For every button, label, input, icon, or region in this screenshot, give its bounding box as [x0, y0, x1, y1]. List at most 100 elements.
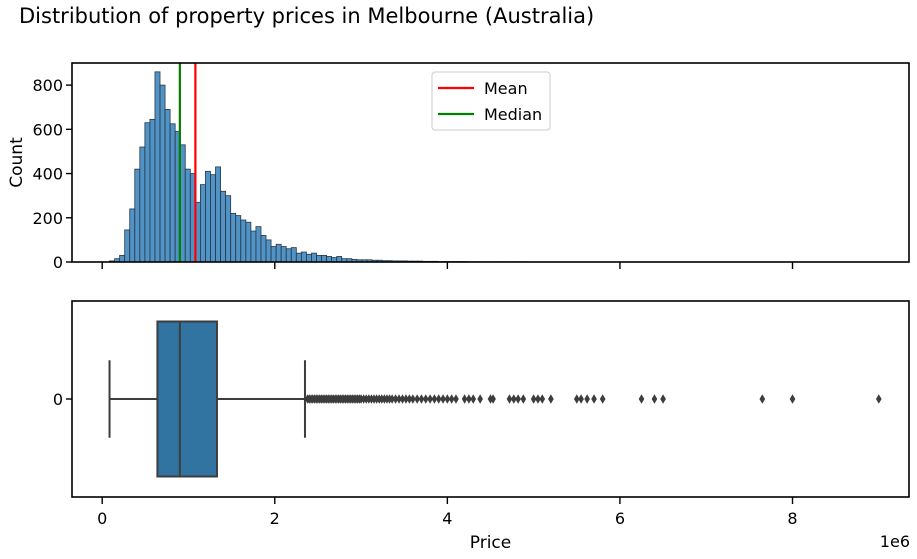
histogram-bar	[265, 239, 272, 263]
outlier-point	[453, 394, 459, 404]
y-tick-label: 600	[32, 120, 63, 139]
x-tick-label: 8	[787, 509, 797, 528]
histogram-bar	[149, 118, 156, 263]
y-axis-label: Count	[7, 137, 27, 188]
histogram-bar	[336, 256, 343, 263]
outlier-point	[444, 394, 451, 404]
histogram-bar	[326, 256, 333, 263]
outlier-point	[789, 394, 796, 404]
legend-label-median: Median	[484, 105, 542, 124]
boxplot-elements	[108, 320, 306, 478]
histogram-frame	[71, 62, 910, 263]
x-tick-label: 2	[270, 509, 280, 528]
histogram-bar	[275, 243, 282, 263]
outlier-point	[591, 394, 597, 404]
boxplot-y-ticks: 0	[53, 390, 72, 409]
histogram-bar	[300, 251, 307, 263]
legend-label-mean: Mean	[484, 79, 528, 98]
histogram-bar	[164, 109, 171, 263]
outlier-point	[490, 394, 496, 404]
outlier-point	[651, 394, 658, 404]
histogram-bar	[235, 215, 242, 263]
histogram-bar	[139, 146, 146, 263]
outlier-point	[422, 394, 429, 404]
boxplot-x-ticks: 0 2 4 6 8	[97, 497, 798, 528]
outlier-point	[584, 394, 590, 404]
outlier-point	[573, 394, 580, 404]
histogram-bar	[295, 252, 302, 263]
histogram-bar	[205, 170, 211, 263]
y-tick-label: 0	[53, 390, 63, 409]
histogram-bar	[316, 254, 322, 263]
outlier-point	[448, 394, 455, 404]
x-axis-label: Price	[470, 533, 511, 553]
boxplot-panel: 0 2 4 6 8 0 Price 1e6	[53, 300, 910, 553]
histogram-bar	[225, 195, 232, 263]
histogram-bar	[255, 226, 262, 263]
outlier-point	[461, 394, 468, 404]
outlier-point	[410, 394, 416, 404]
outlier-point	[477, 394, 483, 404]
histogram-bar	[290, 247, 297, 263]
histogram-bar	[280, 246, 287, 263]
x-tick-label: 6	[615, 509, 625, 528]
outlier-point	[435, 394, 442, 404]
outlier-point	[578, 394, 584, 404]
histogram-bar	[124, 229, 131, 263]
x-scale-note: 1e6	[880, 532, 910, 551]
outlier-point	[440, 394, 446, 404]
histogram-bar	[119, 254, 126, 263]
histogram-bar	[144, 122, 151, 263]
histogram-bar	[311, 252, 317, 263]
outlier-point	[510, 394, 517, 404]
outlier-point	[515, 394, 521, 404]
outlier-point	[506, 394, 513, 404]
outlier-point	[470, 394, 477, 404]
legend: Mean Median	[431, 71, 551, 131]
outlier-point	[418, 394, 425, 404]
outlier-point	[427, 394, 433, 404]
histogram-bar	[134, 168, 141, 263]
outlier-points	[304, 394, 882, 404]
outlier-point	[548, 394, 554, 404]
histogram-bar	[159, 84, 166, 263]
x-tick-label: 4	[442, 509, 452, 528]
box-iqr	[156, 320, 218, 478]
histogram-bar	[285, 248, 292, 263]
y-tick-label: 200	[32, 209, 63, 228]
y-tick-label: 800	[32, 76, 63, 95]
outlier-point	[759, 394, 766, 404]
histogram-bar	[154, 71, 161, 263]
outlier-point	[599, 394, 606, 404]
outlier-point	[431, 394, 438, 404]
histogram-bar	[179, 144, 186, 263]
outlier-point	[660, 394, 666, 404]
histogram-bar	[260, 235, 267, 263]
histogram-x-ticks	[101, 262, 794, 269]
outlier-point	[414, 394, 420, 404]
histogram-panel: 0 200 400 600 800 Count Mean Median	[7, 62, 910, 272]
x-tick-label: 0	[97, 509, 107, 528]
histogram-bar	[306, 253, 312, 263]
outlier-point	[539, 394, 546, 404]
chart-title: Distribution of property prices in Melbo…	[19, 4, 594, 28]
histogram-bar	[215, 166, 221, 263]
histogram-bar	[321, 254, 327, 263]
histogram-bar	[230, 212, 237, 263]
histogram-bar	[184, 168, 191, 263]
histogram-bar	[210, 174, 216, 263]
y-tick-label: 400	[32, 165, 63, 184]
outlier-point	[520, 394, 527, 404]
histogram-bar	[220, 190, 227, 263]
histogram-bar	[250, 230, 257, 263]
outlier-point	[875, 394, 882, 404]
outlier-point	[466, 394, 472, 404]
outlier-point	[535, 394, 541, 404]
histogram-bar	[270, 246, 277, 263]
histogram-bar	[245, 221, 252, 263]
histogram-bar	[240, 219, 247, 263]
y-tick-label: 0	[53, 253, 63, 272]
histogram-bar	[199, 184, 206, 263]
histogram-bar	[169, 123, 176, 263]
